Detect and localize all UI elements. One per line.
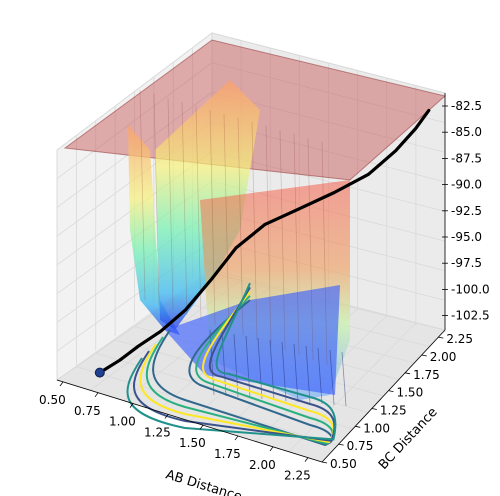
- x-tick-mark: [304, 457, 309, 462]
- mesh-line: [317, 347, 323, 405]
- x-tick-mark: [164, 414, 169, 419]
- mesh-line: [307, 137, 314, 361]
- z-tick-label: -102.5: [451, 309, 490, 323]
- mesh-line: [269, 339, 275, 401]
- surface-floor-blue: [165, 285, 340, 395]
- mesh-line: [245, 335, 251, 399]
- x-tick-label: 2.00: [249, 458, 276, 472]
- y-tick-mark: [405, 372, 411, 375]
- contour-line: [152, 299, 334, 447]
- x-ticks: 0.50 0.75 1.00 1.25 1.50 1.75 2.00 2.25: [39, 381, 311, 483]
- y-tick-mark: [371, 408, 377, 410]
- y-tick-label: 0.75: [347, 439, 374, 453]
- potential-surface: [63, 39, 447, 407]
- x-tick-label: 1.00: [109, 415, 136, 429]
- y-tick-label: 1.25: [380, 403, 407, 417]
- y-tick-label: 2.00: [430, 350, 457, 364]
- x-tick-mark: [94, 392, 99, 398]
- y-tick-mark: [321, 461, 328, 464]
- y-tick-label: 2.25: [446, 332, 473, 346]
- mesh-line: [195, 105, 202, 321]
- z-tick-label: -90.0: [451, 178, 482, 192]
- contour-line: [126, 282, 337, 441]
- surface-left-wall: [128, 125, 180, 335]
- mesh-line: [139, 89, 146, 301]
- z-tick-label: -85.0: [451, 125, 482, 139]
- mesh-line: [305, 345, 311, 404]
- y-tick-mark: [388, 390, 394, 393]
- z-tick-label: -87.5: [451, 151, 482, 165]
- x-tick-label: 0.50: [39, 393, 66, 407]
- gridline: [288, 322, 417, 453]
- x-tick-mark: [199, 425, 204, 430]
- x-tick-mark: [59, 381, 64, 387]
- y-tick-label: 0.50: [330, 457, 357, 471]
- mesh-line: [223, 113, 230, 331]
- trajectory-line: [98, 108, 431, 375]
- mesh-line: [281, 341, 287, 402]
- trajectory-start-marker: [94, 367, 105, 378]
- contour-line: [132, 286, 336, 442]
- floor-contours: [126, 282, 337, 447]
- z-tick-label: -95.0: [451, 230, 482, 244]
- y-tick-mark: [421, 354, 427, 357]
- x-tick-label: 1.25: [144, 425, 171, 439]
- y-tick-mark: [338, 443, 344, 446]
- x-tick-label: 1.75: [214, 447, 241, 461]
- mesh-line: [167, 97, 174, 311]
- mesh-line: [293, 133, 300, 356]
- y-tick-mark: [438, 336, 444, 339]
- z-tick-label: -82.5: [451, 99, 482, 113]
- z-tick-label: -92.5: [451, 204, 482, 218]
- x-tick-label: 2.25: [284, 469, 311, 483]
- y-tick-label: 1.00: [363, 421, 390, 435]
- x-axis-label: AB Distance: [164, 467, 244, 496]
- contour-line: [145, 295, 334, 445]
- x-tick-mark: [129, 403, 134, 408]
- mesh-line: [265, 125, 272, 346]
- mesh-line: [329, 349, 335, 406]
- y-tick-label: 1.50: [396, 386, 423, 400]
- x-axis-line: [56, 379, 323, 463]
- mesh-line: [153, 93, 160, 306]
- x-tick-label: 0.75: [74, 404, 101, 418]
- mesh-line: [279, 129, 286, 351]
- y-axis-line: [321, 329, 446, 463]
- x-tick-mark: [269, 446, 274, 452]
- contour-line: [139, 290, 335, 444]
- z-tick-label: -100.0: [451, 282, 490, 296]
- y-ticks: 0.50 0.75 1.00 1.25 1.50 1.75 2.00 2.25: [321, 332, 473, 471]
- mesh-line: [341, 351, 347, 407]
- z-ticks: -82.5 -85.0 -87.5 -90.0 -92.5 -95.0 -97.5 -100.…: [442, 99, 490, 323]
- mesh-line: [181, 101, 188, 316]
- mesh-line: [293, 343, 299, 403]
- mesh-line: [209, 109, 216, 326]
- z-tick-label: -97.5: [451, 256, 482, 270]
- y-tick-label: 1.75: [413, 368, 440, 382]
- y-tick-mark: [355, 425, 361, 428]
- mesh-line: [321, 141, 328, 366]
- x-tick-mark: [234, 435, 239, 441]
- x-tick-label: 1.50: [179, 436, 206, 450]
